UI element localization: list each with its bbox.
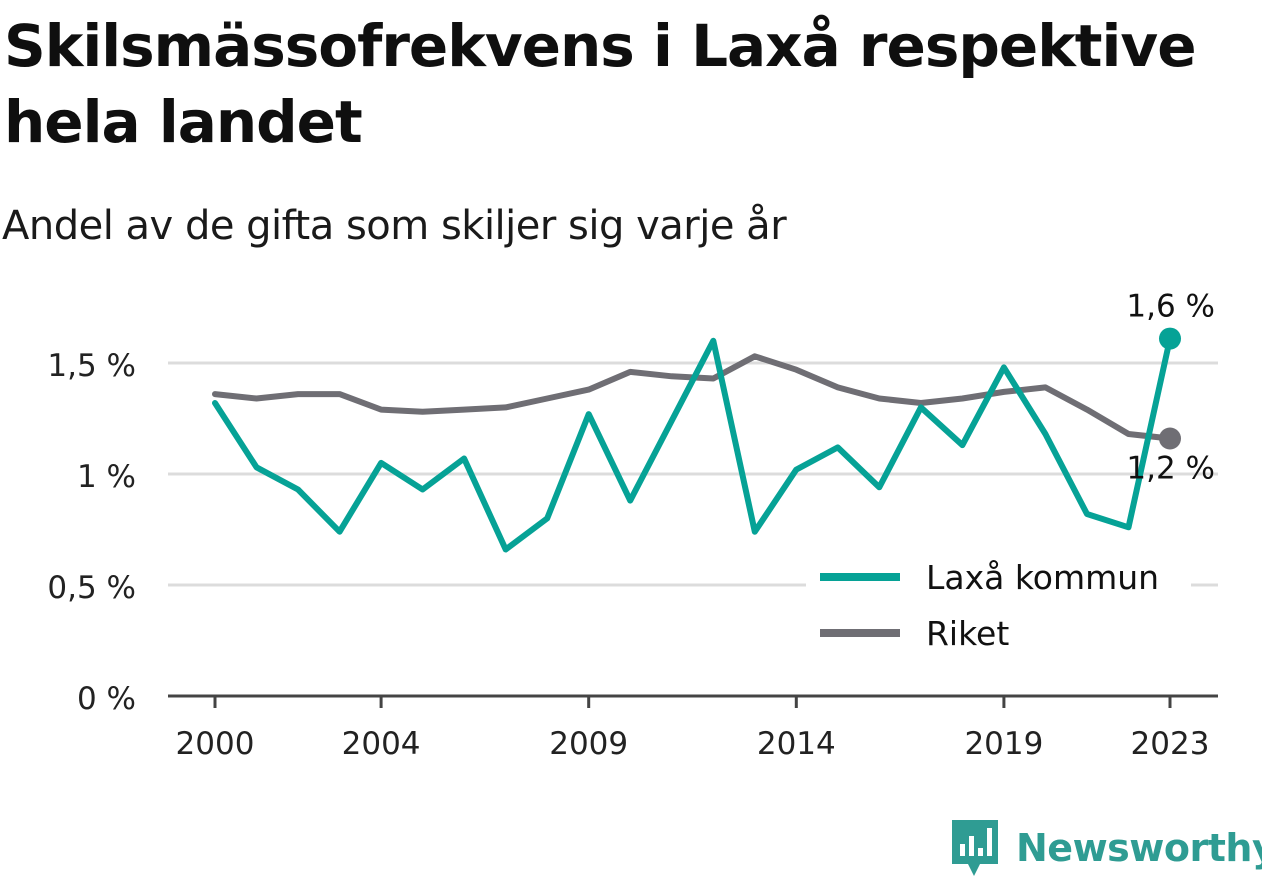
brand-name: Newsworthy (1016, 826, 1262, 870)
x-tick-label: 2004 (342, 726, 421, 762)
x-tick-label: 2023 (1131, 726, 1210, 762)
x-tick-label: 2009 (549, 726, 628, 762)
end-label: 1,6 % (1126, 289, 1215, 325)
series-line (212, 353, 1173, 442)
series-line (212, 335, 1173, 553)
x-tick-label: 2019 (964, 726, 1043, 762)
series-end-point (1159, 427, 1181, 450)
y-tick-label: 0,5 % (47, 570, 136, 606)
x-tick-label: 2000 (176, 726, 255, 762)
series-lines (212, 327, 1181, 553)
chart-title: Skilsmässofrekvens i Laxå respektive hel… (4, 12, 1197, 156)
series-end-point (1159, 327, 1181, 350)
legend-label: Laxå kommun (926, 558, 1159, 597)
end-label: 1,2 % (1126, 450, 1215, 486)
y-tick-label: 0 % (77, 681, 136, 717)
brand-logo: Newsworthy (950, 818, 1262, 878)
chart-subtitle: Andel av de gifta som skiljer sig varje … (2, 203, 787, 249)
y-tick-label: 1 % (77, 459, 136, 495)
y-tick-label: 1,5 % (47, 348, 136, 384)
newsworthy-logo-icon (952, 820, 998, 876)
y-axis-labels: 0 % 0,5 % 1 % 1,5 % (47, 348, 136, 717)
legend-label: Riket (926, 614, 1009, 653)
end-labels: 1,6 % 1,2 % (1126, 289, 1215, 487)
legend: Laxå kommun Riket (806, 551, 1191, 659)
x-axis-ticks: 2000 2004 2009 2014 2019 2023 (176, 696, 1210, 762)
x-tick-label: 2014 (757, 726, 836, 762)
